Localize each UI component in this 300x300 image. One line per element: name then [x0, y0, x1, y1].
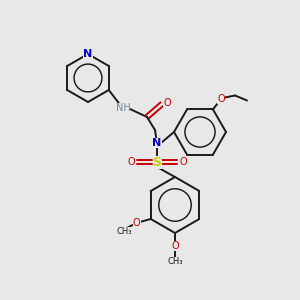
Text: O: O — [127, 157, 135, 167]
Text: CH₃: CH₃ — [116, 226, 131, 236]
Text: O: O — [171, 241, 179, 251]
Text: O: O — [179, 157, 187, 167]
Text: O: O — [163, 98, 171, 108]
Text: N: N — [83, 49, 93, 59]
Text: O: O — [133, 218, 141, 228]
Text: S: S — [152, 155, 161, 169]
Text: CH₃: CH₃ — [167, 256, 183, 266]
Text: N: N — [152, 138, 162, 148]
Text: NH: NH — [116, 103, 130, 113]
Text: O: O — [217, 94, 225, 104]
